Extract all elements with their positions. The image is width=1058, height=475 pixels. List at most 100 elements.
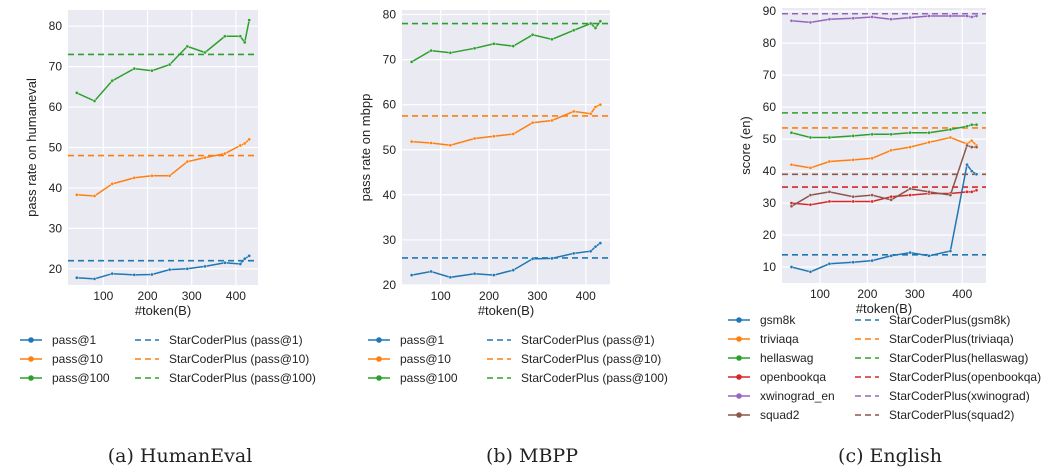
legend-marker-xwinograd-en [736, 393, 742, 399]
plot-area [402, 10, 610, 285]
legend-marker-pass-10 [376, 356, 382, 362]
legend-marker-pass-100 [28, 375, 34, 381]
data-point-pass-10 [588, 111, 593, 116]
data-point-triviaqa [808, 166, 813, 170]
plot-area [782, 8, 986, 283]
y-tick-label: 40 [49, 181, 63, 195]
data-point-pass-1 [238, 262, 243, 266]
data-point-squad2 [969, 145, 974, 149]
y-tick-label: 20 [383, 278, 397, 292]
legend-label-starcoderplus-triviaqa: StarCoderPlus(triviaqa) [889, 332, 1014, 346]
data-point-xwinograd-en [948, 14, 953, 18]
legend: pass@1 pass@10 pass@100 StarCoderPlus (pass… [20, 333, 316, 385]
data-point-pass-10 [150, 174, 154, 178]
data-point-hellaswag [789, 130, 794, 135]
data-point-pass-10 [598, 102, 603, 107]
x-tick-label: 100 [810, 287, 830, 301]
y-axis-label: pass rate on humaneval [24, 78, 39, 217]
data-point-gsm8k [789, 265, 794, 269]
caption-humaneval: (a) HumanEval [107, 445, 253, 467]
y-axis-label: score (en) [738, 116, 753, 175]
data-point-xwinograd-en [827, 17, 832, 21]
data-point-pass-1 [472, 271, 477, 276]
data-point-pass-1 [448, 275, 453, 280]
data-point-pass-100 [167, 62, 172, 67]
data-point-pass-100 [92, 99, 97, 103]
legend-label-squad2: squad2 [760, 408, 800, 422]
data-point-pass-1 [588, 249, 593, 253]
y-tick-label: 50 [383, 143, 397, 157]
plot-layer [68, 18, 258, 281]
data-point-gsm8k [808, 270, 813, 274]
data-point-pass-10 [185, 159, 190, 164]
data-point-pass-10 [492, 134, 496, 139]
x-tick-label: 400 [952, 287, 972, 301]
data-point-pass-1 [247, 254, 251, 258]
data-point-xwinograd-en [808, 20, 813, 25]
data-point-pass-10 [571, 109, 576, 114]
plot-layer [782, 12, 986, 274]
data-point-pass-1 [598, 241, 603, 245]
x-tick-label: 400 [226, 289, 246, 303]
data-point-hellaswag [969, 122, 974, 127]
data-point-pass-100 [598, 19, 603, 24]
data-point-pass-1 [409, 273, 414, 277]
data-point-hellaswag [827, 135, 832, 140]
data-point-pass-1 [571, 251, 576, 256]
legend-label-xwinograd-en: xwinograd_en [760, 389, 835, 403]
data-point-pass-10 [550, 118, 554, 123]
legend-label-starcoderplus-xwinograd: StarCoderPlus(xwinograd) [889, 389, 1030, 403]
data-point-squad2 [927, 190, 931, 194]
chart-panel-2: 20 30 40 50 60 70 80 100 200 300 400 #token(B) pass … [358, 8, 668, 385]
x-tick-label: 200 [857, 287, 877, 301]
data-point-pass-100 [593, 26, 598, 30]
data-point-gsm8k [965, 162, 969, 167]
legend-marker-gsm8k [736, 317, 742, 323]
data-point-openbookqa [827, 199, 832, 204]
legend-label-starcoderplus-pass-1: StarCoderPlus (pass@1) [169, 333, 303, 347]
legend-marker-pass-1 [28, 337, 34, 343]
legend: pass@1 pass@10 pass@100 StarCoderPlus (pass… [368, 333, 668, 385]
data-point-pass-10 [511, 132, 516, 136]
y-tick-label: 10 [763, 260, 777, 274]
y-tick-label: 80 [763, 36, 777, 50]
legend-label-starcoderplus-pass-10: StarCoderPlus (pass@10) [521, 352, 661, 366]
legend-label-starcoderplus-squad2: StarCoderPlus(squad2) [889, 408, 1014, 422]
data-point-xwinograd-en [889, 17, 893, 21]
legend-marker-hellaswag [736, 355, 742, 361]
data-point-squad2 [948, 193, 953, 197]
data-point-pass-10 [593, 105, 598, 109]
y-tick-label: 90 [763, 4, 777, 18]
y-axis-label: pass rate on mbpp [358, 94, 373, 202]
data-point-pass-100 [492, 42, 496, 46]
legend-marker-openbookqa [736, 374, 742, 380]
legend-label-starcoderplus-hellaswag: StarCoderPlus(hellaswag) [889, 351, 1028, 365]
y-tick-label: 40 [383, 188, 397, 202]
x-tick-label: 100 [431, 289, 451, 303]
data-point-openbookqa [889, 194, 893, 199]
data-point-openbookqa [974, 188, 979, 193]
data-point-pass-1 [150, 272, 154, 277]
data-point-pass-1 [223, 260, 227, 265]
data-point-pass-100 [238, 34, 243, 39]
legend-label-starcoderplus-gsm8k: StarCoderPlus(gsm8k) [889, 313, 1010, 327]
data-point-triviaqa [870, 156, 874, 161]
data-point-pass-1 [492, 273, 496, 277]
chart-panel-3: 10 20 30 40 50 60 70 80 90 100 200 300 400 #token(B) s… [728, 4, 1041, 422]
x-tick-label: 400 [576, 289, 596, 303]
data-point-hellaswag [974, 122, 979, 127]
data-point-triviaqa [948, 135, 953, 140]
data-point-pass-100 [588, 21, 593, 26]
data-point-pass-100 [150, 68, 154, 73]
data-point-hellaswag [927, 130, 931, 135]
data-point-xwinograd-en [969, 15, 974, 19]
legend-label-pass-10: pass@10 [400, 352, 451, 366]
data-point-pass-1 [203, 264, 207, 269]
data-point-triviaqa [827, 159, 832, 164]
legend-marker-squad2 [736, 412, 742, 418]
data-point-pass-10 [132, 176, 137, 180]
data-point-pass-10 [429, 141, 433, 145]
data-point-squad2 [870, 193, 874, 197]
data-point-pass-10 [409, 139, 414, 144]
data-point-squad2 [851, 194, 855, 199]
